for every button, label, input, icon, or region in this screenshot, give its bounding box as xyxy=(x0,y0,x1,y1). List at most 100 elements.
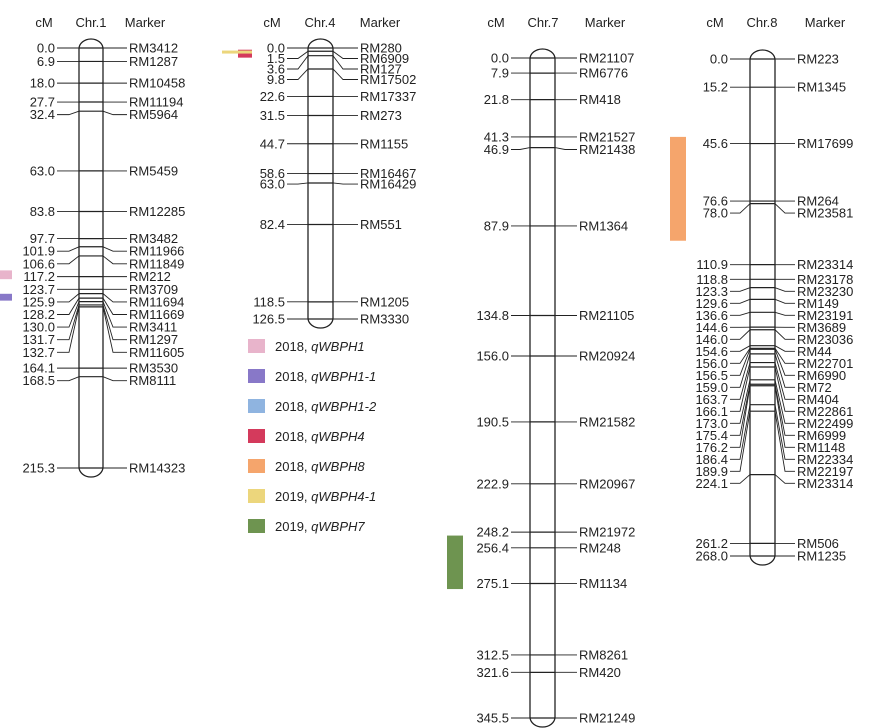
marker-position-cm: 136.6 xyxy=(695,308,728,323)
header-chromosome-name: Chr.1 xyxy=(75,15,106,30)
marker-position-cm: 32.4 xyxy=(30,107,55,122)
marker-position-cm: 189.9 xyxy=(695,464,728,479)
marker-name: RM127 xyxy=(360,62,402,77)
marker-name: RM14323 xyxy=(129,461,185,476)
marker-name: RM21582 xyxy=(579,414,635,429)
marker-name: RM21105 xyxy=(579,308,634,323)
qtl-bar xyxy=(0,293,12,301)
marker-leader xyxy=(774,348,795,364)
marker-name: RM21438 xyxy=(579,142,635,157)
header-cm: cM xyxy=(263,15,280,30)
marker-leader xyxy=(774,379,795,424)
marker-position-cm: 134.8 xyxy=(476,308,509,323)
marker-leader xyxy=(287,55,309,70)
marker-leader xyxy=(730,349,751,376)
marker-leader xyxy=(102,304,127,341)
marker-name: RM23581 xyxy=(797,206,853,221)
marker-name: RM1205 xyxy=(360,294,409,309)
marker-leader xyxy=(730,384,751,436)
marker-name: RM8111 xyxy=(129,373,176,388)
marker-position-cm: 126.5 xyxy=(252,312,285,327)
marker-position-cm: 123.3 xyxy=(695,284,728,299)
header-marker: Marker xyxy=(125,15,166,30)
marker-name: RM3412 xyxy=(129,41,178,56)
marker-name: RM22701 xyxy=(797,356,853,371)
marker-name: RM1148 xyxy=(797,440,845,455)
marker-position-cm: 7.9 xyxy=(491,66,509,81)
marker-position-cm: 110.9 xyxy=(696,257,728,272)
marker-position-cm: 215.3 xyxy=(22,461,55,476)
marker-position-cm: 0.0 xyxy=(267,41,285,56)
marker-leader xyxy=(332,55,358,70)
marker-position-cm: 130.0 xyxy=(22,320,55,335)
chromosome-bar xyxy=(78,38,104,478)
marker-position-cm: 256.4 xyxy=(476,540,509,555)
marker-name: RM273 xyxy=(360,108,402,123)
marker-position-cm: 58.6 xyxy=(260,166,285,181)
marker-leader xyxy=(57,304,80,341)
marker-name: RM1134 xyxy=(579,576,627,591)
qtl-bar xyxy=(222,50,252,54)
marker-name: RM1345 xyxy=(797,80,846,95)
marker-name: RM17502 xyxy=(360,72,416,87)
marker-leader xyxy=(730,366,751,412)
marker-position-cm: 125.9 xyxy=(22,294,55,309)
marker-leader xyxy=(511,147,531,150)
marker-name: RM44 xyxy=(797,344,832,359)
header-cm: cM xyxy=(35,15,52,30)
marker-leader xyxy=(102,293,127,303)
marker-leader xyxy=(57,376,80,382)
marker-leader xyxy=(730,379,751,424)
marker-name: RM12285 xyxy=(129,204,185,219)
marker-leader xyxy=(774,362,795,400)
marker-position-cm: 0.0 xyxy=(37,41,55,56)
legend-label: 2019, qWBPH7 xyxy=(275,519,365,534)
marker-leader xyxy=(730,404,751,460)
marker-leader xyxy=(102,376,127,382)
marker-name: RM22499 xyxy=(797,416,853,431)
marker-name: RM3689 xyxy=(797,320,846,335)
marker-leader xyxy=(730,385,751,448)
marker-position-cm: 3.6 xyxy=(267,62,285,77)
qtl-bar xyxy=(0,270,12,280)
marker-leader xyxy=(332,182,358,185)
marker-position-cm: 268.0 xyxy=(695,549,728,564)
marker-position-cm: 168.5 xyxy=(22,373,55,388)
marker-name: RM506 xyxy=(797,536,839,551)
marker-position-cm: 321.6 xyxy=(476,665,509,680)
marker-position-cm: 41.3 xyxy=(484,129,509,144)
header-cm: cM xyxy=(487,15,504,30)
marker-name: RM20967 xyxy=(579,476,635,491)
marker-name: RM6990 xyxy=(797,368,846,383)
marker-position-cm: 46.9 xyxy=(484,142,509,157)
marker-position-cm: 190.5 xyxy=(476,414,509,429)
legend-swatch xyxy=(248,519,265,533)
legend-swatch xyxy=(248,399,265,413)
marker-name: RM1235 xyxy=(797,549,846,564)
marker-position-cm: 117.2 xyxy=(23,269,55,284)
marker-name: RM280 xyxy=(360,41,402,56)
marker-name: RM3330 xyxy=(360,312,409,327)
marker-leader xyxy=(730,348,751,364)
marker-position-cm: 101.9 xyxy=(22,244,55,259)
marker-position-cm: 27.7 xyxy=(30,95,55,110)
marker-position-cm: 118.5 xyxy=(253,294,285,309)
chromosome-bar xyxy=(749,49,776,566)
marker-name: RM22861 xyxy=(797,404,853,419)
marker-position-cm: 186.4 xyxy=(695,452,728,467)
marker-leader xyxy=(774,384,795,436)
marker-leader xyxy=(102,255,127,265)
marker-position-cm: 275.1 xyxy=(476,576,509,591)
marker-position-cm: 144.6 xyxy=(695,320,728,335)
marker-leader xyxy=(730,298,751,304)
marker-leader xyxy=(102,246,127,252)
marker-name: RM23036 xyxy=(797,332,853,347)
marker-name: RM1287 xyxy=(129,54,178,69)
marker-position-cm: 222.9 xyxy=(476,476,509,491)
marker-name: RM11605 xyxy=(129,345,184,360)
marker-position-cm: 97.7 xyxy=(30,231,55,246)
marker-leader xyxy=(774,345,795,352)
legend-label: 2018, qWBPH4 xyxy=(275,429,365,444)
marker-leader xyxy=(57,306,80,353)
marker-position-cm: 1.5 xyxy=(267,51,285,66)
